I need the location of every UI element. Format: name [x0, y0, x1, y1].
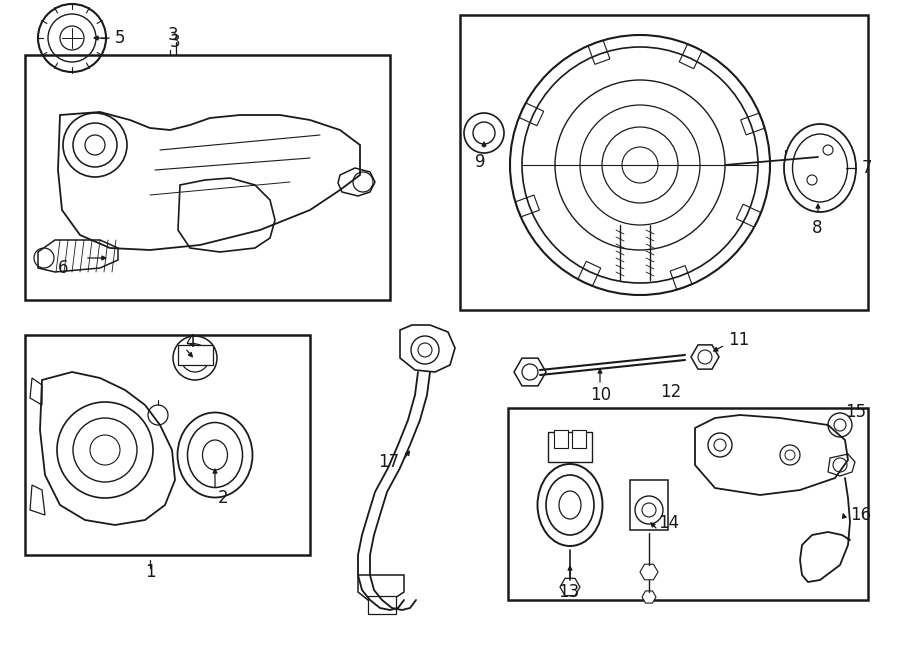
Bar [572, 430, 586, 448]
Text: 1: 1 [145, 563, 156, 581]
Text: 8: 8 [812, 219, 823, 237]
Text: 2: 2 [218, 489, 229, 507]
Text: 14: 14 [658, 514, 680, 532]
Text: 7: 7 [862, 159, 872, 177]
Bar [548, 432, 592, 462]
Text: 9: 9 [475, 153, 485, 171]
Bar [25, 335, 310, 555]
Text: 17: 17 [378, 453, 399, 471]
Bar [25, 55, 390, 300]
Bar [460, 15, 868, 310]
Text: 11: 11 [728, 331, 749, 349]
Text: 15: 15 [845, 403, 866, 421]
Text: 16: 16 [850, 506, 871, 524]
Text: 4: 4 [185, 333, 195, 351]
Text: 12: 12 [660, 383, 681, 401]
Text: 5: 5 [115, 29, 125, 47]
Bar [368, 596, 396, 614]
Text: 13: 13 [558, 583, 580, 601]
Text: 6: 6 [58, 259, 68, 277]
Text: 3: 3 [168, 26, 178, 44]
Bar [178, 345, 213, 365]
Text: 10: 10 [590, 386, 611, 404]
Bar [508, 408, 868, 600]
Bar [554, 430, 568, 448]
Text: 3: 3 [170, 33, 181, 51]
Bar [630, 480, 668, 530]
